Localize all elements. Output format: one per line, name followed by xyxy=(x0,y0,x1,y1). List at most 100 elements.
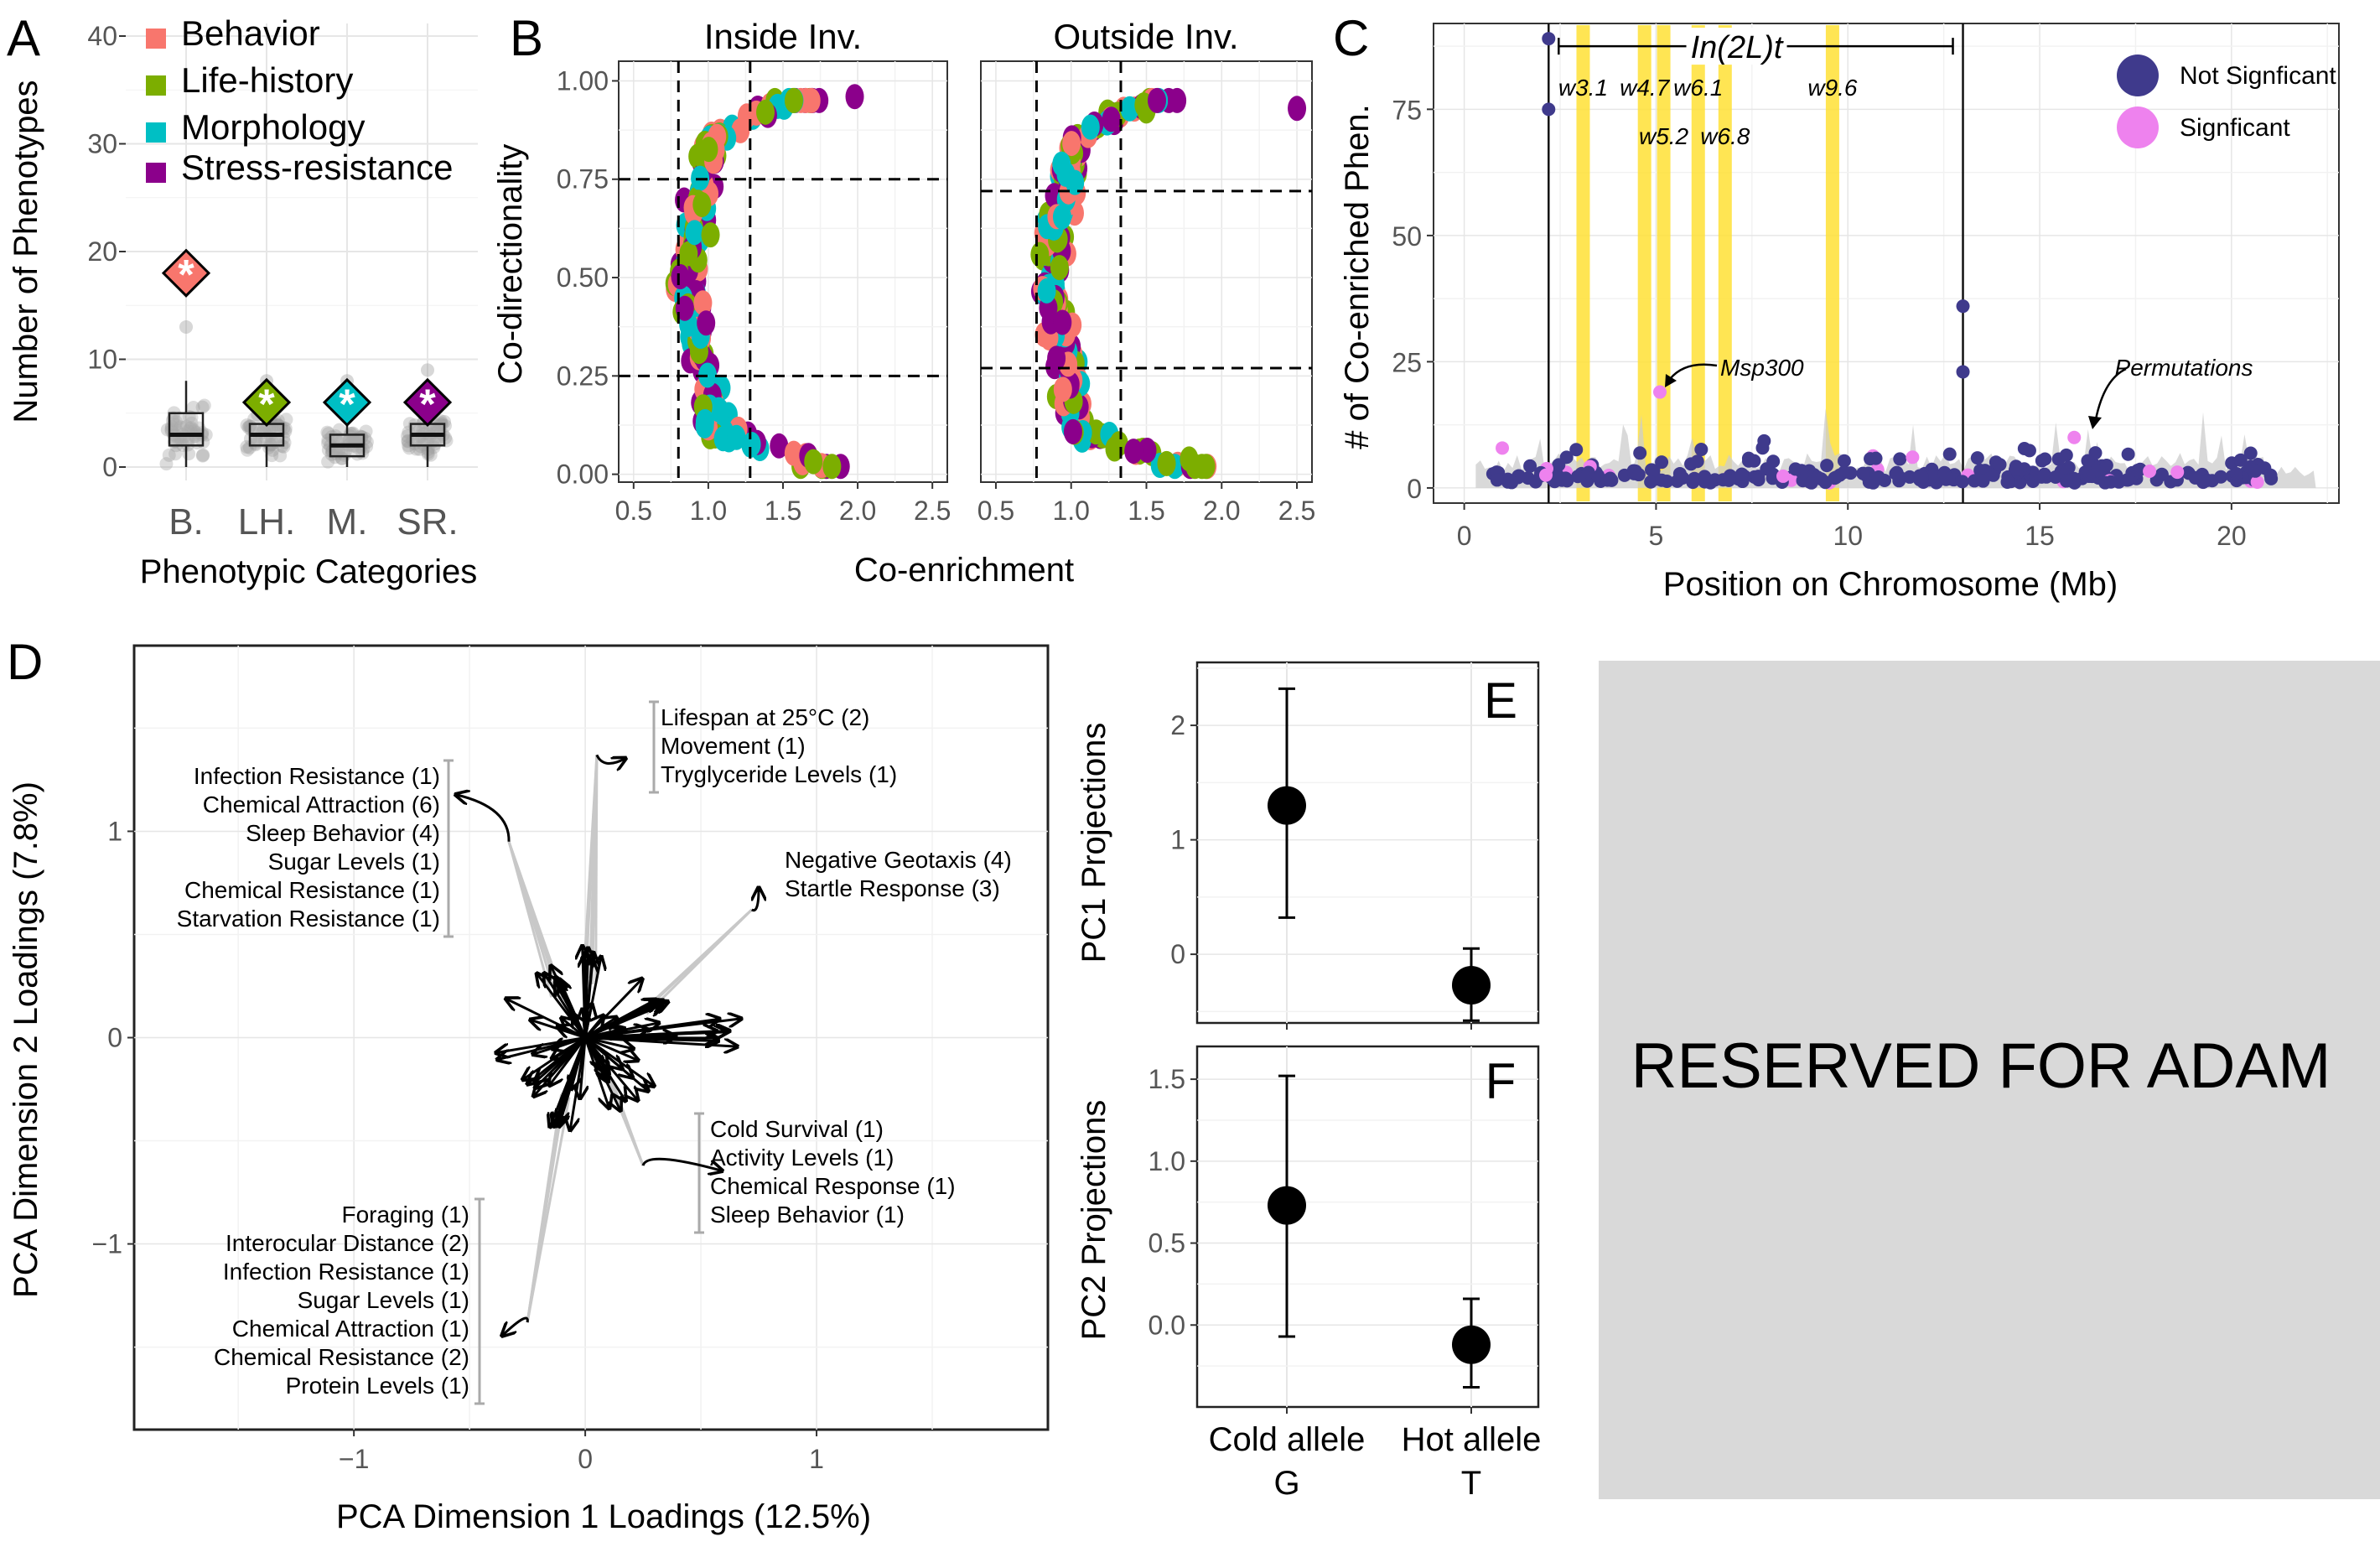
panel-letter-c: C xyxy=(1333,10,1369,66)
x-tick-label: 2.0 xyxy=(839,496,876,526)
jitter-point xyxy=(164,422,179,436)
panel-letter-e: E xyxy=(1484,672,1517,729)
jitter-point xyxy=(195,400,210,414)
data-point xyxy=(2009,462,2024,476)
cluster-label: Sugar Levels (1) xyxy=(298,1287,469,1313)
x-tick-label: M. xyxy=(327,501,368,542)
legend-swatch xyxy=(2117,106,2159,148)
inversion-label-bg xyxy=(1686,28,1787,65)
data-point xyxy=(1633,446,1647,460)
observed-marker-label: * xyxy=(419,381,436,428)
jitter-point xyxy=(350,447,365,461)
panel-a-observed-markers: * * * * xyxy=(161,248,453,428)
panel-letter-d: D xyxy=(7,634,43,690)
window-label: w9.6 xyxy=(1807,75,1858,101)
y-tick-label: 0.75 xyxy=(557,164,609,195)
data-point xyxy=(2243,446,2258,460)
data-point xyxy=(1686,475,1700,490)
panel-d-x-title: PCA Dimension 1 Loadings (12.5%) xyxy=(336,1498,871,1535)
loading-arrow xyxy=(585,1031,715,1038)
jitter-point xyxy=(338,444,352,459)
data-point xyxy=(1148,87,1167,113)
data-point xyxy=(699,137,718,163)
annotation-arrow xyxy=(2094,367,2127,420)
jitter-point xyxy=(162,448,176,462)
jitter-point xyxy=(248,436,262,450)
panel-a-y-ticks: 0 10 20 30 40 xyxy=(87,21,126,482)
window-label: w6.1 xyxy=(1673,75,1723,101)
data-point xyxy=(1878,474,1892,488)
loading-arrow xyxy=(583,1036,620,1110)
data-point xyxy=(1523,459,1537,473)
cluster-label: Foraging (1) xyxy=(341,1202,469,1228)
cluster-label: Chemical Attraction (6) xyxy=(203,792,440,818)
data-point xyxy=(1843,466,1858,480)
x-tick-label: B. xyxy=(169,501,204,542)
data-point xyxy=(1747,454,1761,468)
data-point xyxy=(1056,161,1076,187)
data-point xyxy=(1138,438,1157,464)
cluster-label: Cold Survival (1) xyxy=(710,1116,884,1142)
data-point xyxy=(1600,473,1615,487)
data-point xyxy=(1052,204,1071,230)
jitter-point xyxy=(355,429,369,444)
panel-a: * * * * 0 10 20 30 40 B. LH. M. SR. Behavior Life-h… xyxy=(8,13,478,590)
x-tick-label: LH. xyxy=(238,501,295,542)
x-tick-label: 0 xyxy=(1457,521,1472,551)
loading-arrow xyxy=(572,1037,587,1088)
data-point xyxy=(2035,454,2049,468)
cluster-arrow xyxy=(457,795,511,842)
data-point xyxy=(1766,467,1780,481)
window-band xyxy=(1718,25,1732,501)
panel-e-plot: 0 1 2 xyxy=(1170,661,1540,1030)
data-point xyxy=(1157,450,1176,476)
cluster-label: Chemical Resistance (2) xyxy=(214,1344,469,1370)
data-point xyxy=(1694,443,1709,457)
panel-a-y-title: Number of Phenotypes xyxy=(8,80,44,423)
window-label: w4.7 xyxy=(1620,75,1671,101)
jitter-point xyxy=(179,419,194,433)
panel-b-facet-title-inside: Inside Inv. xyxy=(704,17,862,56)
jitter-point xyxy=(439,433,454,448)
data-point xyxy=(1542,32,1556,46)
data-point xyxy=(675,295,694,321)
y-tick-label: 40 xyxy=(87,21,117,51)
data-point xyxy=(1993,458,2007,472)
jitter-point xyxy=(196,448,210,462)
data-point xyxy=(1569,443,1584,457)
data-point xyxy=(2143,465,2157,479)
data-point xyxy=(1490,473,1504,487)
annotation-permutations: Permutations xyxy=(2115,355,2253,381)
x-tick-label: SR. xyxy=(397,501,458,542)
panel-a-x-title: Phenotypic Categories xyxy=(140,553,477,590)
panel-c-x-title: Position on Chromosome (Mb) xyxy=(1663,566,2118,603)
data-point xyxy=(1050,255,1069,281)
loading-arrow xyxy=(553,1036,586,1058)
cluster-label: Startle Response (3) xyxy=(785,875,1000,901)
y-tick-label: 2 xyxy=(1170,710,1185,740)
legend-label: Stress-resistance xyxy=(181,148,453,187)
data-point xyxy=(1757,433,1771,448)
data-point xyxy=(1973,463,1988,477)
legend-label: Signficant xyxy=(2180,114,2290,142)
inversion-label: In(2L)t xyxy=(1691,30,1784,65)
loading-arrow xyxy=(534,1036,586,1054)
y-tick-label: 50 xyxy=(1392,221,1422,252)
cluster-label: Sleep Behavior (1) xyxy=(710,1202,905,1228)
x-tick-label: 2.0 xyxy=(1203,496,1240,526)
panel-f-x-label-cold: Cold allele xyxy=(1209,1421,1366,1458)
data-point xyxy=(1893,452,1907,466)
jitter-point xyxy=(184,416,199,430)
x-tick-label: 1.5 xyxy=(765,496,801,526)
jitter-point xyxy=(173,411,187,425)
window-band xyxy=(1576,25,1590,501)
reserved-text: RESERVED FOR ADAM xyxy=(1631,1030,2331,1102)
data-point xyxy=(1655,455,1669,470)
y-tick-label: 0.00 xyxy=(557,459,609,490)
x-tick-label: 5 xyxy=(1649,521,1664,551)
data-point xyxy=(1102,106,1121,132)
data-point xyxy=(1571,470,1585,484)
data-point xyxy=(1542,102,1556,117)
jitter-point xyxy=(427,440,441,454)
